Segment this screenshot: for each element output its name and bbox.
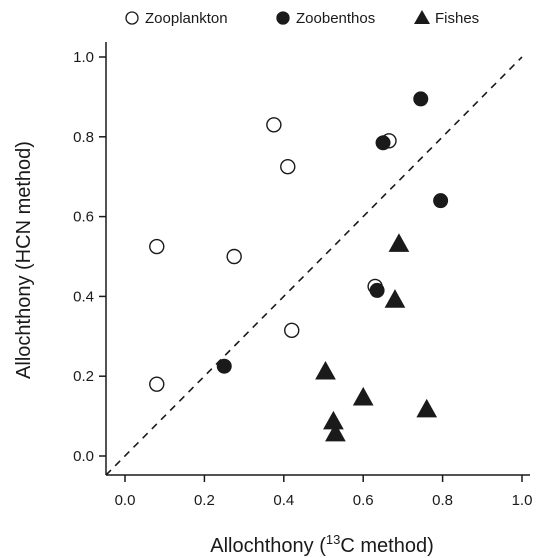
x-tick-label: 0.6 [353,492,374,509]
y-tick-label: 0.2 [73,368,94,385]
legend-item-zoobenthos: Zoobenthos [276,10,375,27]
legend-item-fishes: Fishes [414,10,479,27]
series-zooplankton [149,117,397,392]
legend-marker-zoobenthos [276,11,290,25]
legend-label-fishes: Fishes [435,10,479,27]
zooplankton-point [280,159,296,175]
zoobenthos-point [369,282,385,298]
zooplankton-point [226,248,242,265]
zoobenthos-point [375,135,391,151]
legend-marker-fishes [414,10,430,24]
x-axis-title-prefix: Allochthony ( [210,535,326,557]
legend-marker-zooplankton [125,11,139,25]
legend-item-zooplankton: Zooplankton [125,10,228,27]
reference-line-layer [105,56,523,476]
series-zoobenthos [216,91,449,374]
x-tick-label: 0.2 [194,492,215,509]
y-tick-label: 0.0 [73,448,94,465]
zoobenthos-point [216,358,232,374]
x-tick-label: 1.0 [512,492,533,509]
x-axis-title: Allochthony (13C method) [210,532,433,557]
x-tick-label: 0.0 [115,492,136,509]
fishes-point [315,360,336,380]
legend-label-zooplankton: Zooplankton [145,10,228,27]
y-tick-label: 0.4 [73,288,94,305]
data-points [149,91,449,442]
fishes-point [416,398,438,418]
zoobenthos-point [433,193,449,209]
zooplankton-point [284,322,300,339]
fishes-point [325,422,346,442]
y-tick-label: 0.8 [73,129,94,146]
fishes-point [384,289,406,308]
zoobenthos-point [413,91,429,107]
x-tick-label: 0.4 [273,492,294,509]
zooplankton-point [266,117,282,133]
x-axis-title-suffix: C method) [340,535,433,557]
fishes-point [352,386,374,406]
x-axis-title-superscript: 13 [326,532,340,547]
fishes-point [388,233,410,252]
series-fishes [315,233,438,442]
x-tick-label: 0.8 [432,492,453,509]
zooplankton-point [149,238,165,255]
axes: 0.0 0.2 0.4 0.6 0.8 1.0 0.0 0.2 0.4 0.6 0.8 1.0 [73,42,532,509]
legend: Zooplankton Zoobenthos Fishes [125,10,479,27]
y-axis-title: Allochthony (HCN method) [13,141,35,379]
one-to-one-reference-line [105,56,523,476]
zooplankton-point [149,376,165,392]
y-tick-label: 0.6 [73,209,94,226]
legend-label-zoobenthos: Zoobenthos [296,10,375,27]
fishes-point [323,410,344,430]
y-tick-label: 1.0 [73,49,94,66]
